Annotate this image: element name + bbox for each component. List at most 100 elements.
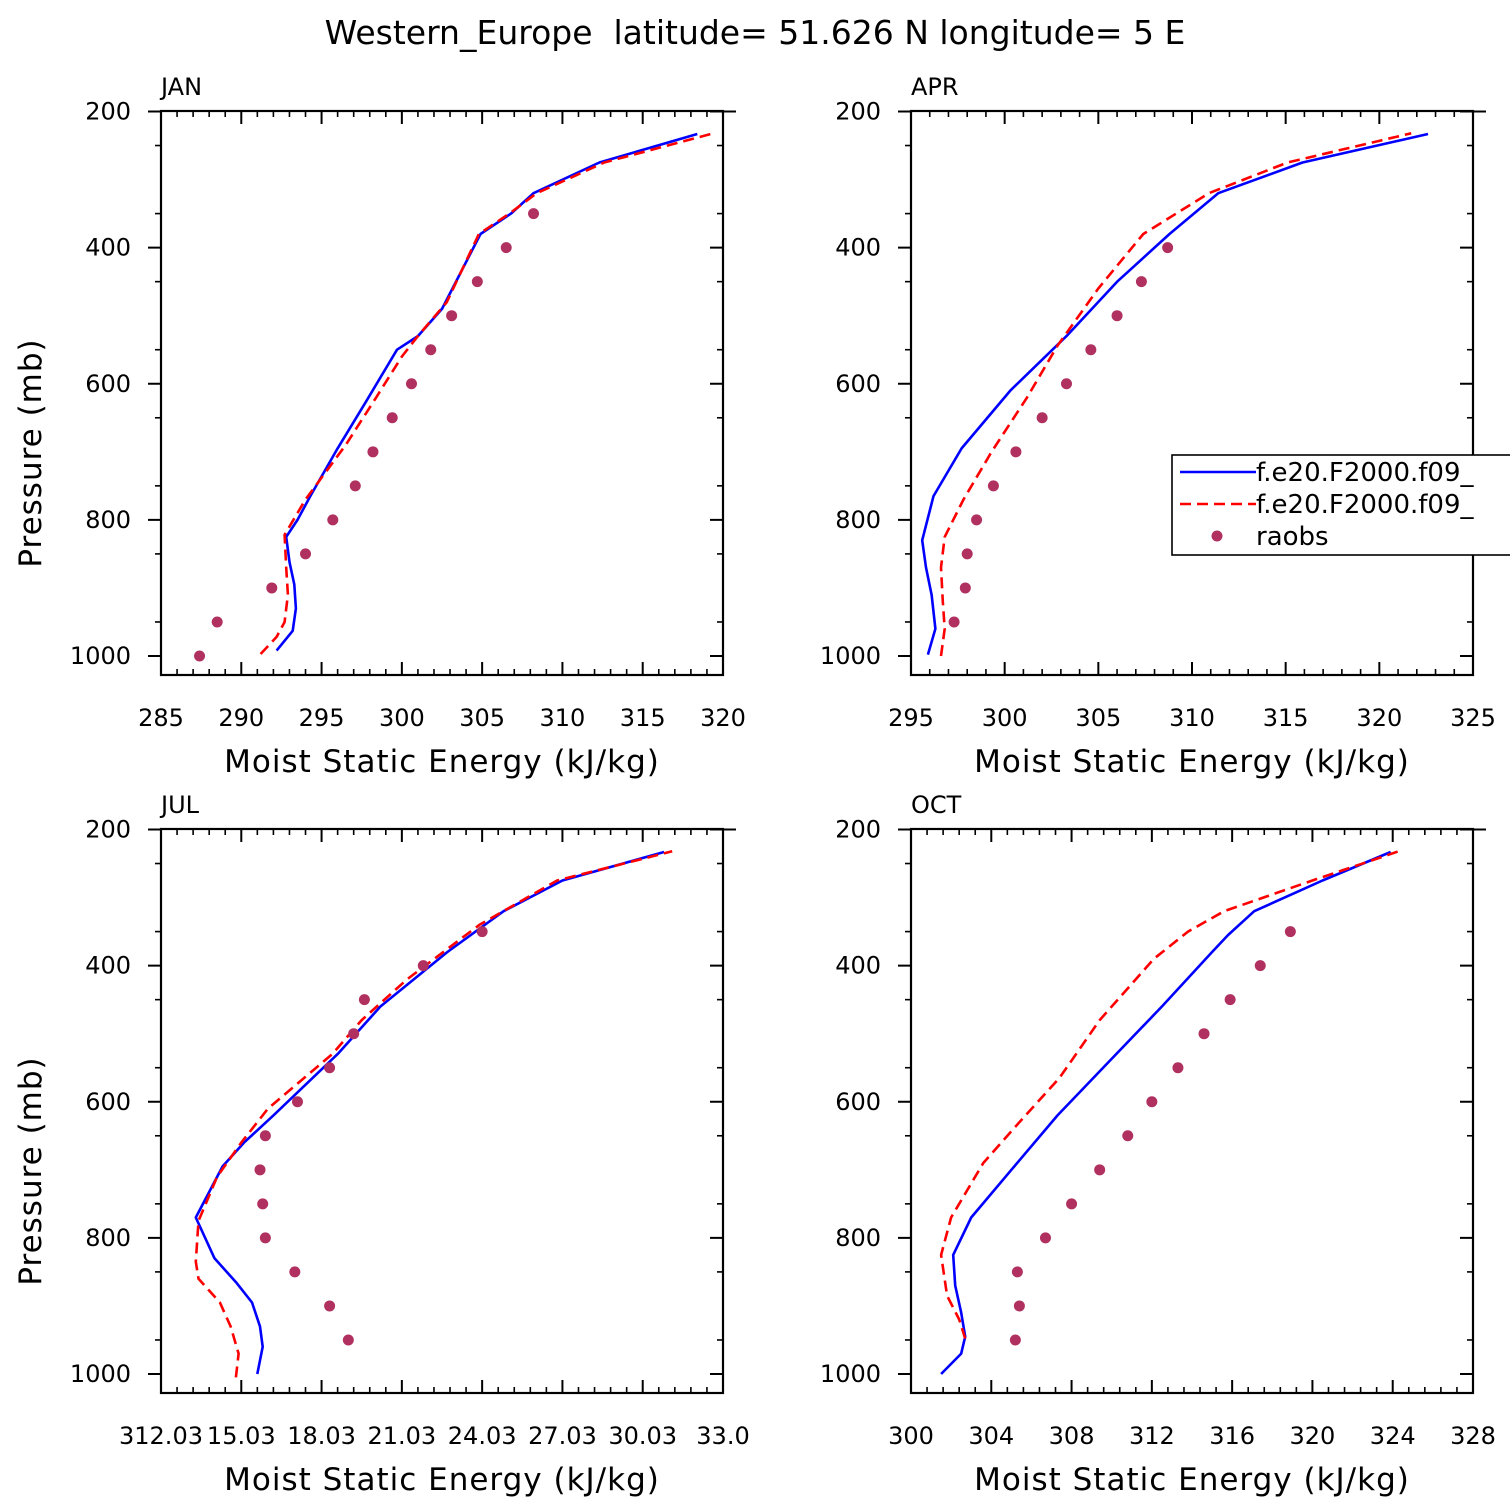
panel-oct-xtick-label: 312 [1129, 1422, 1175, 1450]
panel-jul-ytick-label: 1000 [70, 1360, 131, 1388]
legend-raobs-marker [1211, 530, 1223, 542]
panel-oct-raobs-point [1094, 1164, 1106, 1176]
panel-apr-raobs-point [1085, 344, 1097, 356]
panel-apr-raobs-point [1036, 412, 1048, 424]
panel-oct-raobs-point [1254, 960, 1266, 972]
panel-jul-raobs-point [342, 1334, 354, 1346]
panel-jan-xtick-label: 315 [620, 704, 666, 732]
panel-apr-raobs-point [959, 582, 971, 594]
panel-oct-model2-line [939, 850, 1400, 1339]
panel-oct-xtick-label: 300 [888, 1422, 934, 1450]
panel-jan-raobs-point [425, 344, 437, 356]
panel-apr-raobs-point [1010, 446, 1022, 458]
panel-apr-ytick-label: 200 [835, 98, 881, 126]
panel-jan-xlabel: Moist Static Energy (kJ/kg) [224, 744, 660, 780]
panel-apr-xlabel: Moist Static Energy (kJ/kg) [974, 744, 1410, 780]
panel-oct-xtick-label: 304 [968, 1422, 1014, 1450]
legend-model1-label: f.e20.F2000.f09_ [1256, 458, 1474, 488]
panel-jul-raobs-point [291, 1096, 303, 1108]
panel-oct-raobs-point [1224, 994, 1236, 1006]
panel-jul-raobs-point [324, 1062, 336, 1074]
panel-oct-data [939, 850, 1400, 1375]
panel-jan-ytick-label: 400 [85, 234, 131, 262]
panel-apr-xtick-label: 305 [1075, 704, 1121, 732]
panel-jan-raobs-point [327, 514, 339, 526]
panel-jan-raobs-point [300, 548, 312, 560]
panel-apr-raobs-point [1135, 276, 1147, 288]
panel-oct-raobs-point [1122, 1130, 1134, 1142]
panel-jul-xtick-label: 15.03 [207, 1422, 276, 1450]
panel-jan-xtick-label: 300 [379, 704, 425, 732]
panel-jul-data [194, 850, 673, 1378]
panel-jul-xtick-label: 18.03 [287, 1422, 356, 1450]
panel-oct-frame [909, 827, 1475, 1395]
panel-oct-ytick-label: 200 [835, 816, 881, 844]
panel-apr-data [920, 132, 1429, 657]
panel-oct-xtick-label: 316 [1209, 1422, 1255, 1450]
panel-oct-xtick-label: 308 [1049, 1422, 1095, 1450]
panel-oct-raobs-point [1066, 1198, 1078, 1210]
panel-jan-raobs-point [446, 310, 458, 322]
panel-oct: OCT 300 304 308 312 316 320 324 328 1000 800 600 400… [820, 791, 1496, 1498]
panel-jul-raobs-point [259, 1130, 271, 1142]
panel-jan-xtick-label: 295 [299, 704, 345, 732]
panel-oct-xtick-label: 328 [1450, 1422, 1496, 1450]
panel-jan-ylabel: Pressure (mb) [13, 338, 49, 567]
panel-oct-raobs-point [1039, 1232, 1051, 1244]
panel-jul-raobs-point [257, 1198, 269, 1210]
panel-apr-model2-line [939, 132, 1412, 657]
panel-apr: APR 295 300 305 310 315 320 325 1000 800 600 400 200… [820, 73, 1510, 780]
panel-apr-raobs-point [987, 480, 999, 492]
legend: f.e20.F2000.f09_f.e20.F2000.f09_raobs [1171, 454, 1510, 556]
panel-jul-model2-line [194, 850, 673, 1378]
panel-apr-raobs-point [1060, 378, 1072, 390]
panel-jul-ylabel: Pressure (mb) [13, 1056, 49, 1285]
panel-jul-ytick-label: 200 [85, 816, 131, 844]
panel-jan-label: JAN [159, 73, 202, 101]
panel-jan-ytick-label: 200 [85, 98, 131, 126]
panel-apr-ytick-label: 800 [835, 506, 881, 534]
panels: JAN 285 290 295 300 305 310 315 320 1000 800 600 400… [13, 73, 1510, 1498]
panel-jan-frame [159, 109, 725, 677]
panel-oct-raobs-point [1009, 1334, 1021, 1346]
panel-apr-raobs-point [1162, 242, 1174, 254]
panel-oct-ytick-label: 600 [835, 1088, 881, 1116]
panel-oct-raobs-point [1284, 926, 1296, 938]
panel-oct-label: OCT [911, 791, 962, 819]
panel-oct-raobs-point [1011, 1266, 1023, 1278]
panel-jan-ytick-label: 1000 [70, 642, 131, 670]
panel-jan-raobs-point [194, 650, 206, 662]
panel-jan-xtick-label: 285 [138, 704, 184, 732]
panel-jul-label: JUL [159, 791, 200, 819]
panel-jan-raobs-point [367, 446, 379, 458]
panel-jul-xtick-label: 27.03 [528, 1422, 597, 1450]
panel-jan-xtick-label: 320 [700, 704, 746, 732]
panel-jul-raobs-point [324, 1300, 336, 1312]
panel-apr-raobs-point [961, 548, 973, 560]
panel-jul-ytick-label: 800 [85, 1224, 131, 1252]
panel-jul-raobs-point [358, 994, 370, 1006]
panel-jul-ytick-label: 400 [85, 952, 131, 980]
panel-oct-ytick-label: 1000 [820, 1360, 881, 1388]
panel-apr-xtick-label: 315 [1263, 704, 1309, 732]
panel-apr-ytick-label: 1000 [820, 642, 881, 670]
panel-jul-xtick-label: 33.0 [696, 1422, 749, 1450]
panel-oct-xtick-label: 320 [1290, 1422, 1336, 1450]
panel-jul-xtick-label: 24.03 [448, 1422, 517, 1450]
panel-oct-raobs-point [1146, 1096, 1158, 1108]
panel-apr-raobs-point [971, 514, 983, 526]
panel-jan-xtick-label: 305 [459, 704, 505, 732]
legend-raobs-label: raobs [1256, 522, 1329, 552]
panel-jan-raobs-point [500, 242, 512, 254]
panel-jul-raobs-point [259, 1232, 271, 1244]
panel-apr-label: APR [911, 73, 959, 101]
panel-jul-xlabel: Moist Static Energy (kJ/kg) [224, 1462, 660, 1498]
panel-jul-ytick-label: 600 [85, 1088, 131, 1116]
panel-jul-xtick-label: 312.03 [119, 1422, 203, 1450]
panel-apr-xtick-label: 300 [982, 704, 1028, 732]
panel-jul-raobs-point [348, 1028, 360, 1040]
panel-jan-xtick-label: 290 [218, 704, 264, 732]
panel-apr-xtick-label: 320 [1356, 704, 1402, 732]
panel-jul-xtick-label: 21.03 [367, 1422, 436, 1450]
panel-jul-raobs-point [417, 960, 429, 972]
